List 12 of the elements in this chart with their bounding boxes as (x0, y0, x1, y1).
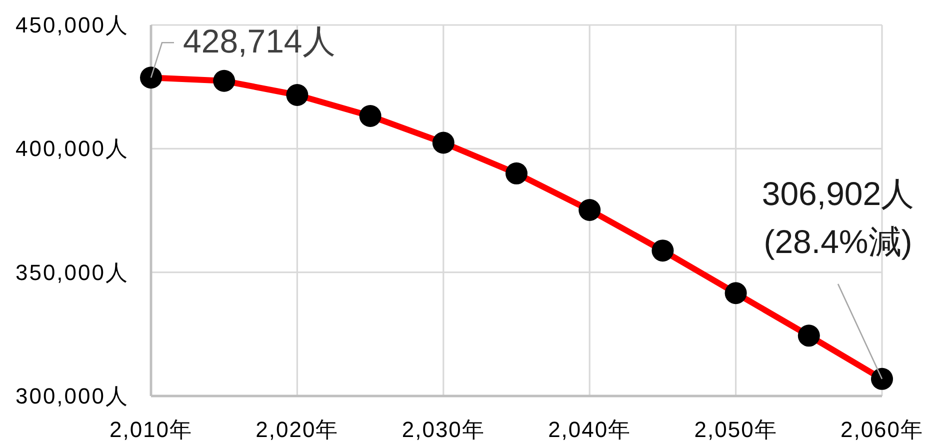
y-tick-label: 400,000人 (15, 136, 129, 162)
annotation: 428,714人 (183, 22, 336, 60)
x-tick-label: 2,050年 (694, 417, 778, 441)
y-tick-label: 350,000人 (15, 260, 129, 285)
y-tick-label: 300,000人 (15, 384, 129, 408)
x-tick-label: 2,030年 (402, 417, 485, 441)
annotation: 306,902人 (28.4%減) (762, 174, 914, 260)
x-tick-label: 2,060年 (840, 417, 924, 441)
y-tick-label: 450,000人 (15, 12, 129, 38)
x-tick-label: 2,040年 (548, 417, 632, 441)
x-tick-label: 2,010年 (109, 417, 193, 441)
x-tick-label: 2,020年 (256, 417, 339, 441)
